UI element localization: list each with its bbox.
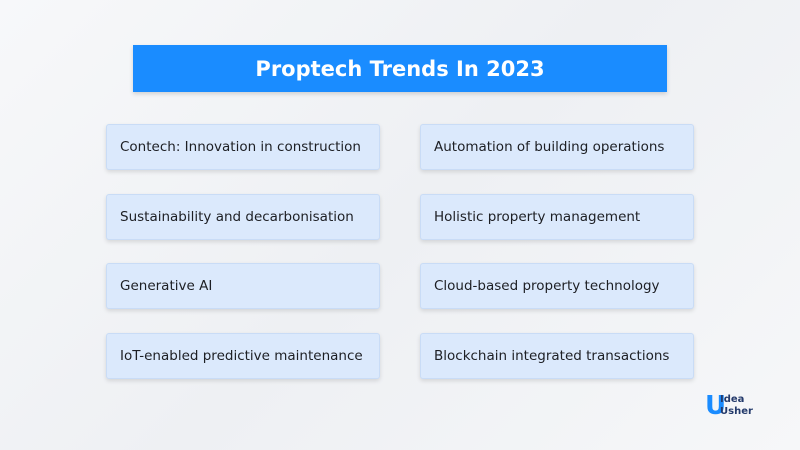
trend-card: Automation of building operations	[420, 124, 694, 170]
logo-icon: U	[705, 391, 727, 421]
logo: U Idea Usher	[705, 393, 775, 423]
logo-line1: Idea	[720, 394, 745, 405]
logo-line2: Usher	[720, 406, 753, 417]
title-text: Proptech Trends In 2023	[255, 56, 545, 81]
trend-card: Generative AI	[106, 263, 380, 309]
trend-card: Sustainability and decarbonisation	[106, 194, 380, 240]
trend-card: Blockchain integrated transactions	[420, 333, 694, 379]
trend-card: Cloud-based property technology	[420, 263, 694, 309]
trend-card: IoT-enabled predictive maintenance	[106, 333, 380, 379]
trend-card: Holistic property management	[420, 194, 694, 240]
trend-card: Contech: Innovation in construction	[106, 124, 380, 170]
title-banner: Proptech Trends In 2023	[133, 45, 667, 92]
